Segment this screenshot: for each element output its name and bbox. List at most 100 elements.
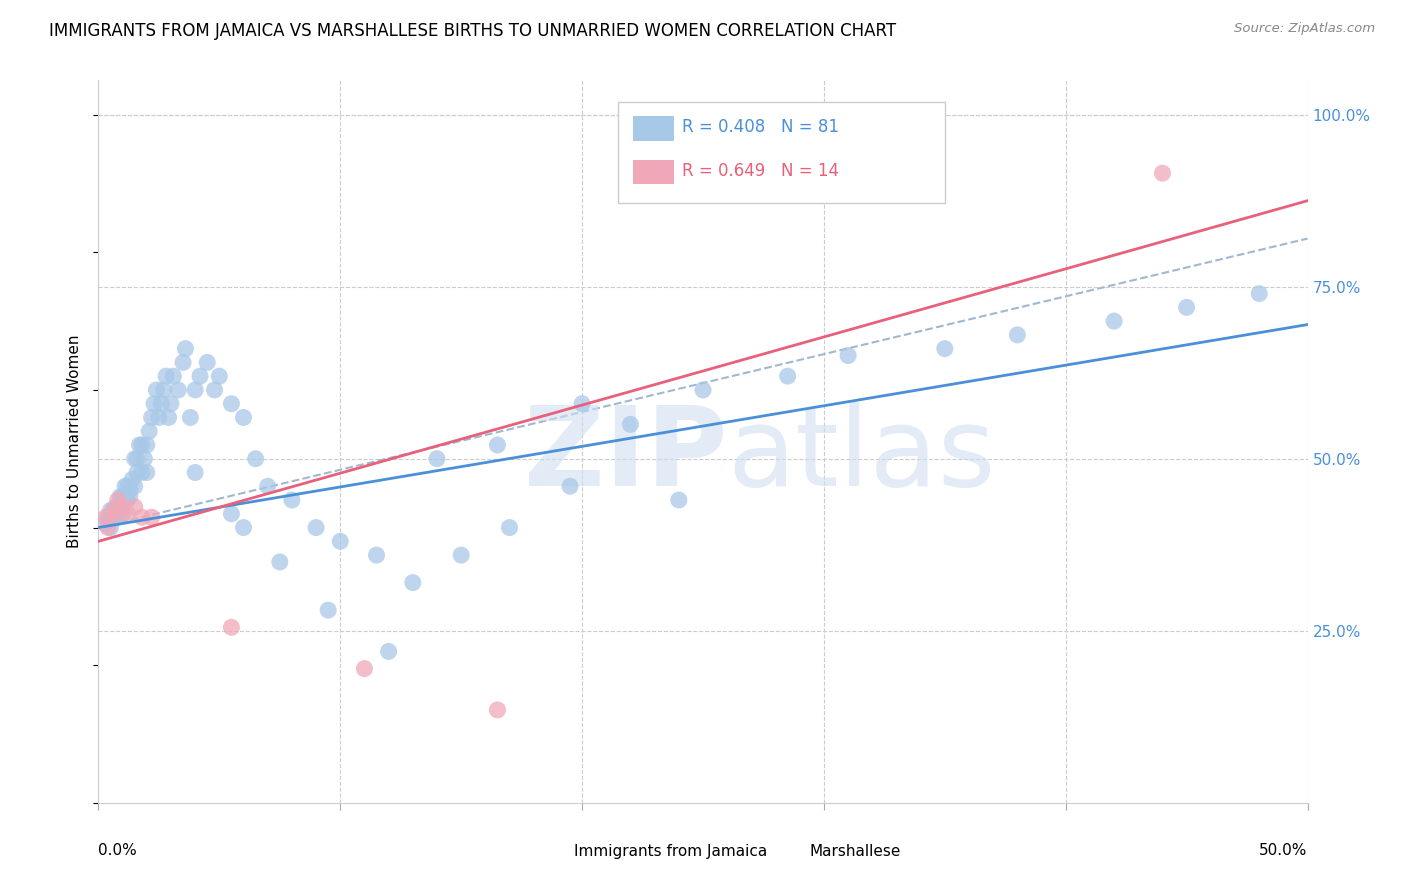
- Point: [208, 369, 231, 384]
- Point: [245, 451, 267, 466]
- FancyBboxPatch shape: [633, 160, 673, 185]
- Point: [128, 438, 150, 452]
- Point: [1175, 301, 1198, 315]
- Text: 50.0%: 50.0%: [1260, 843, 1308, 857]
- Point: [135, 438, 157, 452]
- Point: [107, 510, 129, 524]
- Point: [402, 575, 425, 590]
- Point: [141, 510, 163, 524]
- Point: [1249, 286, 1271, 301]
- Point: [141, 410, 163, 425]
- Text: Marshallese: Marshallese: [810, 844, 901, 859]
- Point: [221, 507, 243, 521]
- Point: [934, 342, 956, 356]
- Point: [353, 662, 375, 676]
- Point: [450, 548, 472, 562]
- Point: [486, 438, 509, 452]
- Point: [100, 520, 122, 534]
- Point: [232, 520, 254, 534]
- Point: [94, 517, 117, 532]
- Point: [104, 507, 127, 521]
- Point: [131, 510, 153, 524]
- Point: [188, 369, 211, 384]
- Text: R = 0.408   N = 81: R = 0.408 N = 81: [682, 119, 839, 136]
- Text: atlas: atlas: [727, 402, 995, 509]
- Point: [184, 383, 207, 397]
- Point: [101, 503, 124, 517]
- Text: R = 0.649   N = 14: R = 0.649 N = 14: [682, 161, 839, 179]
- Point: [179, 410, 201, 425]
- Point: [100, 503, 122, 517]
- Point: [162, 369, 184, 384]
- Point: [776, 369, 799, 384]
- Point: [221, 397, 243, 411]
- Point: [366, 548, 388, 562]
- Point: [1152, 166, 1174, 180]
- Point: [157, 410, 180, 425]
- Point: [692, 383, 714, 397]
- Point: [97, 520, 120, 534]
- Point: [232, 410, 254, 425]
- Point: [837, 349, 859, 363]
- Point: [221, 620, 243, 634]
- Point: [167, 383, 190, 397]
- Text: Immigrants from Jamaica: Immigrants from Jamaica: [574, 844, 766, 859]
- Point: [148, 410, 170, 425]
- Point: [118, 490, 141, 504]
- Point: [104, 500, 127, 514]
- Point: [111, 500, 134, 514]
- Point: [94, 510, 117, 524]
- Point: [558, 479, 581, 493]
- Point: [281, 493, 304, 508]
- Text: 0.0%: 0.0%: [98, 843, 138, 857]
- Point: [426, 451, 449, 466]
- Point: [1102, 314, 1125, 328]
- Point: [117, 493, 139, 508]
- Point: [97, 510, 120, 524]
- Point: [131, 466, 153, 480]
- Point: [124, 500, 146, 514]
- Point: [117, 479, 139, 493]
- FancyBboxPatch shape: [533, 846, 565, 860]
- Point: [160, 397, 183, 411]
- Point: [111, 507, 134, 521]
- Point: [111, 490, 134, 504]
- Point: [117, 507, 139, 521]
- Point: [668, 493, 690, 508]
- Point: [143, 397, 166, 411]
- Point: [138, 424, 160, 438]
- Point: [114, 479, 136, 493]
- Point: [150, 397, 173, 411]
- Point: [134, 451, 156, 466]
- Point: [152, 383, 174, 397]
- Point: [114, 493, 136, 508]
- FancyBboxPatch shape: [633, 117, 673, 141]
- Point: [127, 451, 149, 466]
- Point: [316, 603, 339, 617]
- Point: [305, 520, 328, 534]
- Point: [204, 383, 226, 397]
- Point: [172, 355, 194, 369]
- Point: [377, 644, 399, 658]
- Point: [104, 510, 127, 524]
- Point: [127, 466, 149, 480]
- Point: [174, 342, 197, 356]
- Point: [118, 483, 141, 497]
- Point: [121, 472, 143, 486]
- Point: [184, 466, 207, 480]
- Point: [486, 703, 509, 717]
- Point: [135, 466, 157, 480]
- FancyBboxPatch shape: [619, 102, 945, 203]
- Text: ZIP: ZIP: [524, 402, 727, 509]
- Point: [329, 534, 352, 549]
- Point: [619, 417, 641, 432]
- Y-axis label: Births to Unmarried Women: Births to Unmarried Women: [67, 334, 83, 549]
- FancyBboxPatch shape: [768, 846, 801, 860]
- Point: [107, 500, 129, 514]
- Text: Source: ZipAtlas.com: Source: ZipAtlas.com: [1234, 22, 1375, 36]
- Point: [571, 397, 593, 411]
- Point: [256, 479, 278, 493]
- Point: [269, 555, 291, 569]
- Point: [124, 479, 146, 493]
- Point: [108, 507, 131, 521]
